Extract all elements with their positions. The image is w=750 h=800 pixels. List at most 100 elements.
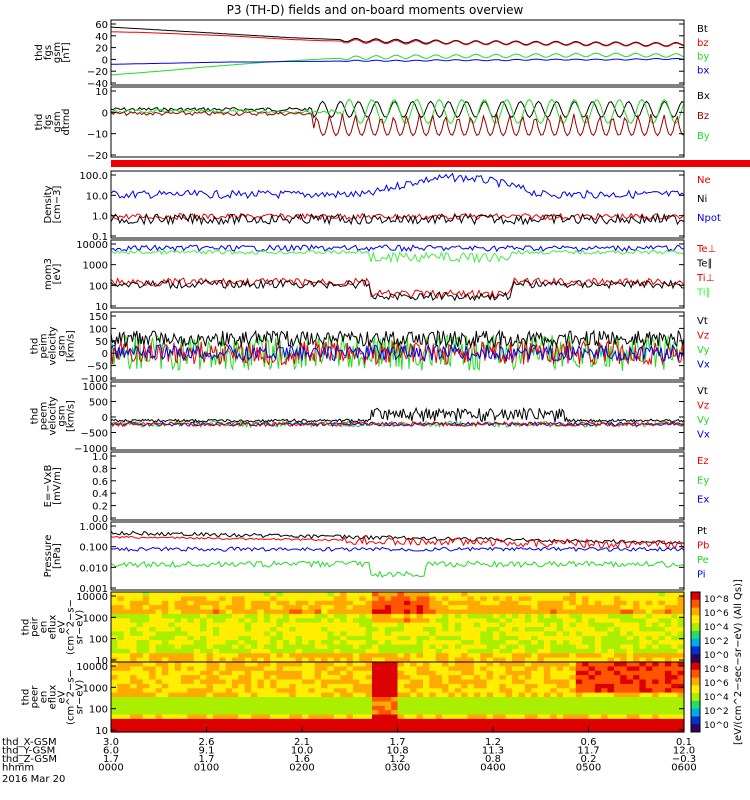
heatmap-cell: [372, 662, 379, 667]
heatmap-cell: [244, 666, 252, 672]
heatmap-cell: [486, 622, 494, 628]
heatmap-cell: [346, 710, 354, 716]
heatmap-cell: [378, 644, 386, 650]
heatmap-cell: [232, 683, 239, 689]
heatmap-cell: [123, 635, 131, 641]
heatmap-cell: [308, 613, 316, 619]
heatmap-cell: [416, 727, 424, 733]
heatmap-cell: [187, 683, 195, 689]
heatmap-cell: [620, 692, 628, 698]
heatmap-cell: [302, 653, 309, 659]
heatmap-cell: [111, 679, 118, 685]
heatmap-cell: [454, 653, 462, 659]
heatmap-cell: [435, 640, 443, 646]
heatmap-cell: [652, 714, 660, 720]
heatmap-cell: [397, 600, 405, 606]
heatmap-cell: [607, 653, 615, 659]
heatmap-cell: [671, 662, 679, 667]
heatmap-cell: [442, 618, 450, 624]
heatmap-cell: [327, 631, 335, 637]
heatmap-cell: [518, 714, 526, 720]
heatmap-cell: [550, 701, 558, 707]
heatmap-cell: [378, 600, 386, 606]
heatmap-cell: [467, 627, 475, 632]
heatmap-cell: [142, 644, 150, 650]
heatmap-cell: [276, 609, 284, 615]
heatmap-cell: [543, 727, 551, 733]
heatmap-cell: [652, 710, 660, 716]
heatmap-cell: [588, 596, 596, 602]
heatmap-cell: [658, 692, 666, 698]
heatmap-cell: [295, 710, 303, 716]
heatmap-cell: [270, 640, 278, 646]
heatmap-cell: [512, 679, 520, 685]
heatmap-cell: [601, 600, 609, 606]
heatmap-cell: [327, 718, 335, 724]
heatmap-cell: [161, 592, 169, 597]
y-axis-label: eV: [57, 690, 68, 703]
heatmap-cell: [289, 653, 297, 659]
heatmap-cell: [582, 622, 590, 628]
heatmap-cell: [620, 609, 628, 615]
heatmap-cell: [123, 688, 131, 694]
heatmap-cell: [321, 718, 329, 724]
heatmap-cell: [652, 618, 660, 624]
heatmap-cell: [200, 640, 208, 646]
heatmap-cell: [314, 605, 322, 611]
heatmap-cell: [238, 592, 246, 597]
heatmap-cell: [645, 605, 653, 611]
heatmap-cell: [601, 653, 609, 659]
y-tick-label: 1.0: [92, 452, 108, 463]
heatmap-cell: [161, 697, 169, 702]
heatmap-cell: [244, 592, 252, 597]
heatmap-cell: [123, 657, 131, 663]
heatmap-cell: [658, 596, 666, 602]
heatmap-cell: [397, 657, 405, 663]
heatmap-cell: [111, 640, 118, 646]
heatmap-cell: [499, 631, 507, 637]
heatmap-cell: [251, 627, 259, 632]
y-tick-label: 100.0: [79, 171, 108, 182]
legend-label: Te⊥: [696, 244, 716, 255]
heatmap-cell: [117, 596, 125, 602]
heatmap-cell: [442, 635, 450, 641]
panel-frame: [110, 451, 685, 521]
heatmap-cell: [677, 675, 685, 681]
heatmap-cell: [238, 670, 246, 676]
y-axis-label: gsm: [52, 42, 63, 63]
heatmap-cell: [626, 596, 634, 602]
heatmap-cell: [569, 600, 577, 606]
heatmap-cell: [251, 662, 259, 667]
heatmap-cell: [480, 622, 488, 628]
colorbar: 10^810^610^410^210^0: [690, 661, 729, 733]
heatmap-cell: [174, 644, 182, 650]
heatmap-cell: [626, 609, 634, 615]
heatmap-cell: [200, 688, 208, 694]
y-axis-label: [nPa]: [52, 543, 63, 569]
x-axis-value: 3.0: [103, 737, 119, 748]
heatmap-cell: [161, 675, 169, 681]
heatmap-cell: [493, 657, 500, 663]
heatmap-cell: [467, 688, 475, 694]
heatmap-cell: [594, 613, 602, 619]
heatmap-cell: [219, 701, 227, 707]
heatmap-cell: [161, 596, 169, 602]
heatmap-cell: [601, 670, 609, 676]
heatmap-cell: [136, 705, 144, 711]
heatmap-cell: [645, 705, 653, 711]
heatmap-cell: [200, 723, 208, 729]
heatmap-cell: [397, 635, 405, 641]
heatmap-cell: [448, 697, 456, 702]
heatmap-cell: [556, 640, 564, 646]
heatmap-cell: [423, 662, 430, 667]
heatmap-cell: [594, 605, 602, 611]
heatmap-cell: [302, 635, 309, 641]
heatmap-cell: [588, 670, 596, 676]
heatmap-cell: [155, 592, 163, 597]
heatmap-cell: [123, 596, 131, 602]
heatmap-cell: [454, 692, 462, 698]
heatmap-cell: [321, 640, 329, 646]
heatmap-cell: [308, 705, 316, 711]
heatmap-cell: [142, 596, 150, 602]
heatmap-cell: [454, 635, 462, 641]
